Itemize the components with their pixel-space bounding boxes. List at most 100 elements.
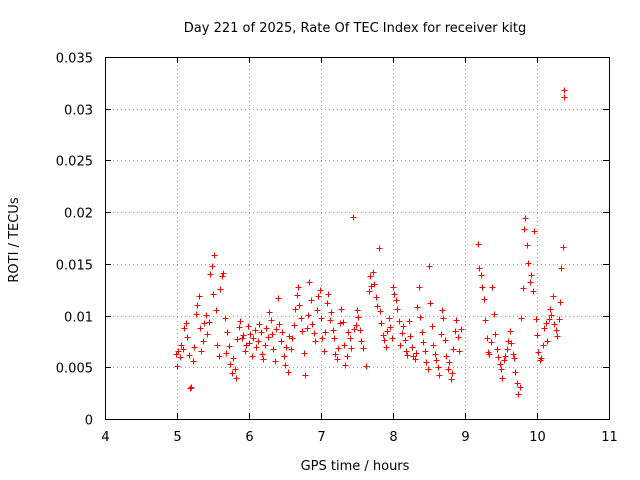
data-point [229,370,236,377]
axis-ticks: 4 5 6 7 8 9 10 11 0 0.005 0.01 0.015 0.02 0.025 0.03 0.… [56,52,618,446]
data-point [489,284,496,291]
data-point [240,332,247,339]
data-point [209,263,216,270]
data-point [245,323,252,330]
data-points [173,87,568,398]
data-point [560,244,567,251]
data-point [456,348,463,355]
data-point [175,348,182,355]
data-point [520,285,527,292]
data-point [332,351,339,358]
data-point [232,366,239,373]
data-point [393,297,400,304]
data-point [544,338,551,345]
data-point [291,322,298,329]
data-point [325,291,332,298]
chart-title: Day 221 of 2025, Rate Of TEC Index for r… [184,21,526,36]
data-point [360,345,367,352]
y-tick-label: 0.01 [64,311,93,326]
data-point [301,350,308,357]
data-point [197,325,204,332]
data-point [530,288,537,295]
data-point [308,297,315,304]
data-point [278,338,285,345]
data-point [358,338,365,345]
data-point [426,263,433,270]
data-point [436,372,443,379]
data-point [548,312,555,319]
data-point [186,352,193,359]
data-point [414,304,421,311]
data-point [561,87,568,94]
data-point [263,325,270,332]
data-point [458,326,465,333]
data-point [269,331,276,338]
data-point [371,281,378,288]
data-point [327,317,334,324]
data-point [420,339,427,346]
data-point [524,242,531,249]
data-point [306,279,313,286]
data-point [250,335,257,342]
y-tick-label: 0.005 [56,362,93,377]
plot-frame [105,57,610,420]
data-point [514,380,521,387]
data-point [381,337,388,344]
data-point [547,306,554,313]
x-tick-label: 10 [529,430,546,445]
data-point [481,296,488,303]
data-point [527,279,534,286]
data-point [452,328,459,335]
x-tick-label: 8 [389,430,397,445]
data-point [194,302,201,309]
data-point [180,346,187,353]
data-point [262,342,269,349]
data-point [387,324,394,331]
data-point [239,335,246,342]
data-point [296,302,303,309]
data-point [203,312,210,319]
data-point [272,358,279,365]
data-point [498,366,505,373]
data-point [275,295,282,302]
data-point [433,357,440,364]
data-point [504,346,511,353]
data-point [367,273,374,280]
data-point [338,306,345,313]
data-point [439,307,446,314]
data-point [193,311,200,318]
data-point [556,316,563,323]
data-point [482,317,489,324]
data-point [259,351,266,358]
data-point [347,335,354,342]
data-point [400,323,407,330]
data-point [181,325,188,332]
x-tick-label: 9 [461,430,469,445]
data-point [340,319,347,326]
data-point [324,300,331,307]
data-point [561,94,568,101]
data-point [281,353,288,360]
data-point [188,384,195,391]
data-point [390,284,397,291]
data-point [348,345,355,352]
data-point [557,299,564,306]
data-point [174,363,181,370]
data-point [445,366,452,373]
data-point [399,330,406,337]
data-point [211,252,218,259]
data-point [230,355,237,362]
data-point [443,353,450,360]
data-point [234,336,241,343]
data-point [282,362,289,369]
data-point [222,315,229,322]
data-point [253,344,260,351]
data-point [226,343,233,350]
data-point [207,271,214,278]
data-point [258,329,265,336]
data-point [486,351,493,358]
y-tick-label: 0.03 [64,104,93,119]
data-point [450,346,457,353]
data-point [389,335,396,342]
